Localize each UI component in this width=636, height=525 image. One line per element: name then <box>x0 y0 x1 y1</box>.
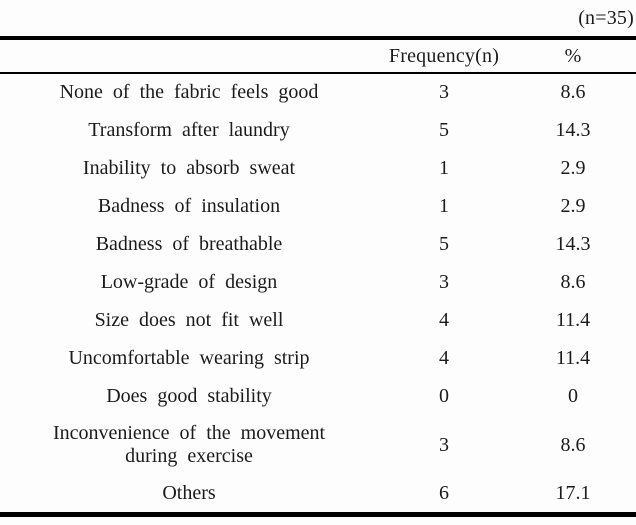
col-header-frequency: Frequency(n) <box>378 38 510 74</box>
row-frequency: 3 <box>439 81 449 103</box>
row-frequency: 4 <box>439 308 449 331</box>
table-row: Size does not fit well 4 11.4 <box>0 301 636 339</box>
row-label: None of the fabric feels good <box>59 81 319 103</box>
row-label-cell: Others <box>0 475 378 515</box>
table-body: None of the fabric feels good 3 8.6 Tran… <box>0 73 636 515</box>
row-label: Uncomfortable wearing strip <box>68 346 310 369</box>
row-percent: 8.6 <box>560 433 586 456</box>
row-frequency: 3 <box>439 433 449 456</box>
table-row: Transform after laundry 5 14.3 <box>0 111 636 149</box>
row-label: Does good stability <box>106 384 272 407</box>
row-label: Size does not fit well <box>94 308 284 331</box>
row-label: Badness of insulation <box>97 194 281 217</box>
col-header-percent: % <box>510 38 636 74</box>
row-percent: 11.4 <box>555 308 591 331</box>
table-row: Inability to absorb sweat 1 2.9 <box>0 149 636 187</box>
row-percent: 14.3 <box>555 232 591 255</box>
row-label-cell: Size does not fit well <box>0 301 378 339</box>
row-label: Others <box>162 482 216 504</box>
row-frequency: 4 <box>439 346 449 369</box>
table-row: Does good stability 0 0 <box>0 377 636 415</box>
row-label: Low-grade of design <box>100 270 278 293</box>
row-percent: 11.4 <box>555 346 591 369</box>
row-label-cell: Inconvenience of the movement during exe… <box>0 415 378 475</box>
table-row: Others 6 17.1 <box>0 475 636 515</box>
row-label-cell: Low-grade of design <box>0 263 378 301</box>
row-frequency: 0 <box>439 384 449 407</box>
row-label-cell: Does good stability <box>0 377 378 415</box>
row-label: Badness of breathable <box>95 232 283 255</box>
row-label-cell: Transform after laundry <box>0 111 378 149</box>
row-percent: 8.6 <box>560 270 586 293</box>
row-frequency: 5 <box>439 232 449 255</box>
row-percent: 8.6 <box>560 81 586 103</box>
col-header-blank <box>0 38 378 74</box>
row-label-cell: Badness of insulation <box>0 187 378 225</box>
table-row: Badness of insulation 1 2.9 <box>0 187 636 225</box>
row-label: Inconvenience of the movement during exe… <box>52 422 326 467</box>
row-label-cell: Inability to absorb sweat <box>0 149 378 187</box>
row-percent: 0 <box>568 384 578 407</box>
row-frequency: 1 <box>439 156 449 179</box>
table-row: Low-grade of design 3 8.6 <box>0 263 636 301</box>
row-percent: 17.1 <box>555 482 591 504</box>
row-label-cell: Badness of breathable <box>0 225 378 263</box>
row-frequency: 6 <box>439 482 449 504</box>
frequency-table: Frequency(n) % None of the fabric feels … <box>0 36 636 517</box>
row-percent: 2.9 <box>560 156 586 179</box>
row-frequency: 1 <box>439 194 449 217</box>
header-row: Frequency(n) % <box>0 38 636 74</box>
row-frequency: 5 <box>439 118 449 141</box>
row-label-cell: Uncomfortable wearing strip <box>0 339 378 377</box>
row-percent: 2.9 <box>560 194 586 217</box>
table-row: Inconvenience of the movement during exe… <box>0 415 636 475</box>
row-label: Inability to absorb sweat <box>82 156 296 179</box>
table-row: Uncomfortable wearing strip 4 11.4 <box>0 339 636 377</box>
row-label: Transform after laundry <box>88 118 290 141</box>
table-row: None of the fabric feels good 3 8.6 <box>0 73 636 111</box>
row-percent: 14.3 <box>555 118 591 141</box>
row-frequency: 3 <box>439 270 449 293</box>
row-label-cell: None of the fabric feels good <box>0 73 378 111</box>
table-row: Badness of breathable 5 14.3 <box>0 225 636 263</box>
sample-size-note: (n=35) <box>578 6 634 29</box>
